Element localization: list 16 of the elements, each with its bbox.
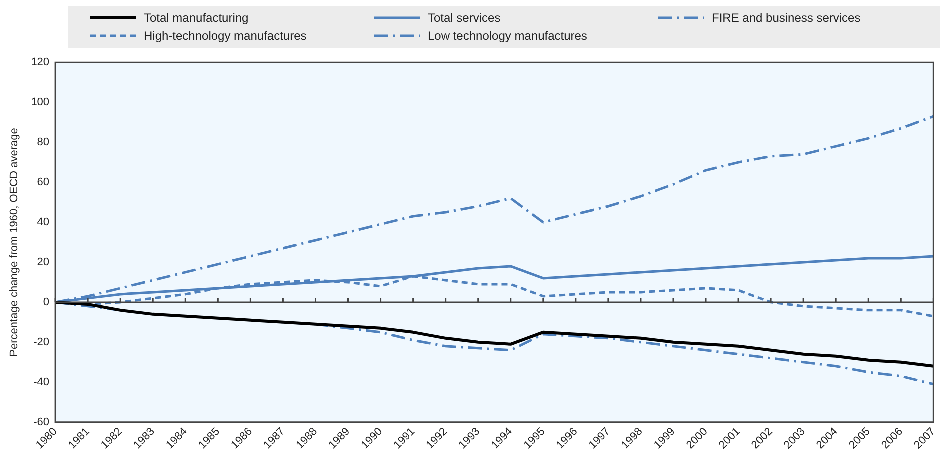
y-tick-label: 20 — [37, 256, 50, 268]
legend-label: Low technology manufactures — [428, 29, 588, 43]
y-tick-label: 60 — [37, 176, 50, 189]
legend-label: High-technology manufactures — [144, 29, 307, 43]
y-tick-label: -20 — [34, 336, 50, 348]
legend-label: Total manufacturing — [144, 11, 249, 25]
y-axis-title: Percentage change from 1960, OECD average — [8, 128, 21, 357]
y-tick-label: 120 — [31, 56, 50, 69]
legend-label: FIRE and business services — [712, 11, 861, 25]
y-tick-label: -60 — [34, 416, 50, 428]
y-tick-label: 40 — [37, 216, 50, 229]
legend-label: Total services — [428, 11, 501, 25]
y-tick-label: 100 — [31, 96, 50, 109]
y-tick-label: -40 — [34, 376, 50, 388]
y-tick-label: 80 — [37, 136, 50, 149]
y-tick-label: 0 — [43, 296, 50, 308]
